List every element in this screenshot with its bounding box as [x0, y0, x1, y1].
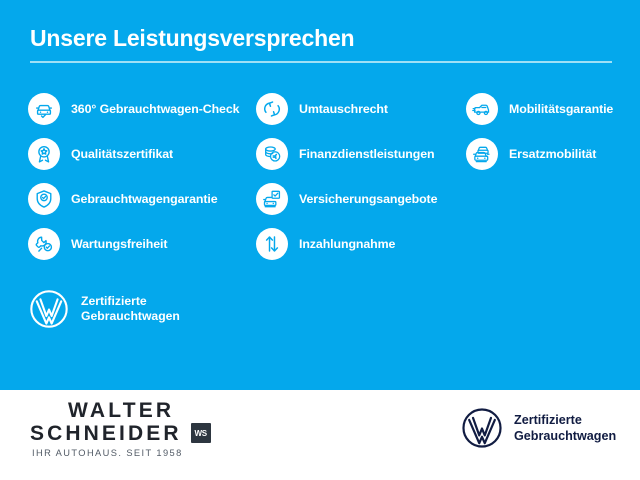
benefit-label: Inzahlungnahme [299, 236, 396, 251]
vw-certified-line2: Gebrauchtwagen [81, 309, 180, 323]
vw-certified-badge-footer: Zertifizierte Gebrauchtwagen [460, 406, 616, 450]
benefit-label: Ersatzmobilität [509, 146, 597, 161]
car-check-icon [28, 92, 60, 125]
benefit-item[interactable]: Ersatzmobilität [466, 131, 613, 176]
dealer-name-line2-row: SCHNEIDER WS [30, 422, 290, 445]
dealer-name-line1-row: WALTER [30, 400, 290, 422]
benefit-label: Wartungsfreiheit [71, 236, 168, 251]
benefit-label: Finanzdienstleistungen [299, 146, 435, 161]
dealer-name-line2: SCHNEIDER [30, 422, 182, 445]
benefit-item[interactable]: Umtauschrecht [256, 86, 437, 131]
benefit-item[interactable]: Qualitätszertifikat [28, 131, 239, 176]
benefit-item[interactable]: Gebrauchtwagengarantie [28, 176, 239, 221]
ws-monogram-text: WS [194, 428, 207, 438]
benefit-item[interactable]: Versicherungsangebote [256, 176, 437, 221]
replacement-car-icon [466, 137, 498, 170]
benefits-column-3: Mobilitätsgarantie [466, 86, 613, 176]
dealer-tagline: IHR AUTOHAUS. SEIT 1958 [32, 448, 183, 458]
award-rosette-icon [28, 137, 60, 170]
car-document-icon [256, 182, 288, 215]
vw-logo-icon [28, 288, 70, 330]
benefit-item[interactable]: 360° Gebrauchtwagen-Check [28, 86, 240, 131]
vw-certified-footer-line1: Zertifizierte [514, 413, 582, 427]
benefit-item[interactable]: Inzahlungnahme [256, 221, 437, 266]
dealer-name-line1: WALTER [68, 399, 175, 422]
benefit-item[interactable]: Finanzdienstleistungen [256, 131, 437, 176]
wrench-check-icon [28, 227, 60, 260]
exchange-arrows-icon [256, 92, 288, 125]
hero-panel: Unsere Leistungsversprechen [0, 0, 640, 390]
benefit-label: Versicherungsangebote [299, 191, 438, 206]
up-down-arrows-icon [256, 227, 288, 260]
ws-monogram-badge: WS [190, 423, 211, 443]
benefits-column-1: 360° Gebrauchtwagen-Check Qualitätszerti… [28, 86, 240, 266]
title-divider [30, 61, 612, 63]
vw-logo-icon [460, 406, 504, 450]
page-title: Unsere Leistungsversprechen [30, 25, 355, 51]
benefit-label: 360° Gebrauchtwagen-Check [71, 101, 240, 116]
benefit-label: Mobilitätsgarantie [509, 101, 614, 116]
benefit-label: Qualitätszertifikat [71, 146, 174, 161]
vw-certified-text: Zertifizierte Gebrauchtwagen [81, 294, 180, 324]
dealer-logo[interactable]: WALTER SCHNEIDER WS IHR AUTOHAUS. SEIT 1… [30, 400, 290, 458]
benefits-column-2: Umtauschrecht Finanzdienstleistun [256, 86, 437, 266]
service-van-icon [466, 92, 498, 125]
vw-certified-footer-line2: Gebrauchtwagen [514, 429, 617, 443]
shield-check-icon [28, 182, 60, 215]
benefit-item[interactable]: Wartungsfreiheit [28, 221, 239, 266]
benefit-label: Gebrauchtwagengarantie [71, 191, 218, 206]
footer-panel: WALTER SCHNEIDER WS IHR AUTOHAUS. SEIT 1… [0, 390, 640, 480]
vw-certified-footer-text: Zertifizierte Gebrauchtwagen [514, 412, 616, 444]
benefit-label: Umtauschrecht [299, 101, 388, 116]
benefit-item[interactable]: Mobilitätsgarantie [466, 86, 613, 131]
vw-certified-line1: Zertifizierte [81, 294, 147, 308]
coins-euro-icon [256, 137, 288, 170]
vw-certified-badge-hero: Zertifizierte Gebrauchtwagen [28, 288, 180, 330]
